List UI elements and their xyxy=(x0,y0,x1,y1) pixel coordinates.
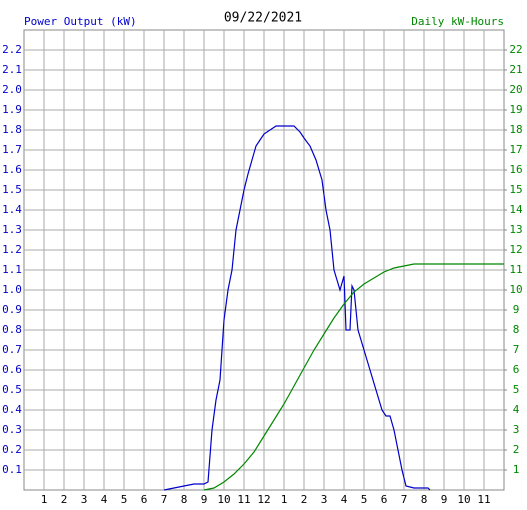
y2-tick-label: 16 xyxy=(509,163,522,176)
x-tick-label: 9 xyxy=(201,493,208,506)
x-tick-label: 6 xyxy=(381,493,388,506)
y2-tick-label: 19 xyxy=(509,103,522,116)
chart-title: 09/22/2021 xyxy=(224,11,302,26)
y2-tick-label: 6 xyxy=(513,363,520,376)
x-tick-label: 6 xyxy=(141,493,148,506)
x-tick-label: 8 xyxy=(421,493,428,506)
y-tick-label: 1.2 xyxy=(2,243,22,256)
y2-tick-label: 22 xyxy=(509,43,522,56)
y2-tick-label: 18 xyxy=(509,123,522,136)
y-tick-label: 0.4 xyxy=(2,403,22,416)
x-tick-label: 1 xyxy=(281,493,288,506)
x-tick-label: 2 xyxy=(61,493,68,506)
y2-tick-label: 14 xyxy=(509,203,523,216)
y-tick-label: 0.2 xyxy=(2,443,22,456)
y-tick-label: 1.3 xyxy=(2,223,22,236)
y2-tick-label: 8 xyxy=(513,323,520,336)
y2-tick-label: 9 xyxy=(513,303,520,316)
y-tick-label: 1.4 xyxy=(2,203,22,216)
x-tick-label: 4 xyxy=(101,493,108,506)
x-tick-label: 11 xyxy=(237,493,250,506)
y2-tick-label: 17 xyxy=(509,143,522,156)
y-tick-label: 1.5 xyxy=(2,183,22,196)
y-tick-label: 1.8 xyxy=(2,123,22,136)
y-tick-label: 0.9 xyxy=(2,303,22,316)
y2-tick-label: 13 xyxy=(509,223,522,236)
x-tick-label: 9 xyxy=(441,493,448,506)
y2-tick-label: 7 xyxy=(513,343,520,356)
y-tick-label: 1.6 xyxy=(2,163,22,176)
y-tick-label: 2.1 xyxy=(2,63,22,76)
right-axis-label: Daily kW-Hours xyxy=(411,15,504,28)
y-tick-label: 0.1 xyxy=(2,463,22,476)
x-tick-label: 8 xyxy=(181,493,188,506)
y-tick-label: 0.8 xyxy=(2,323,22,336)
x-tick-label: 10 xyxy=(217,493,230,506)
x-tick-label: 11 xyxy=(477,493,490,506)
x-tick-label: 2 xyxy=(301,493,308,506)
x-tick-label: 10 xyxy=(457,493,470,506)
y2-tick-label: 11 xyxy=(509,263,522,276)
y-tick-label: 0.7 xyxy=(2,343,22,356)
y-tick-label: 1.9 xyxy=(2,103,22,116)
y2-tick-label: 10 xyxy=(509,283,522,296)
x-tick-label: 7 xyxy=(161,493,168,506)
y-tick-label: 1.1 xyxy=(2,263,22,276)
y2-tick-label: 21 xyxy=(509,63,522,76)
x-tick-label: 3 xyxy=(81,493,88,506)
y2-tick-label: 5 xyxy=(513,383,520,396)
y-tick-label: 2.0 xyxy=(2,83,22,96)
y-tick-label: 1.0 xyxy=(2,283,22,296)
series-line xyxy=(203,263,504,491)
y2-tick-label: 15 xyxy=(509,183,522,196)
series-line xyxy=(163,125,431,491)
x-tick-label: 1 xyxy=(41,493,48,506)
y2-tick-label: 1 xyxy=(513,463,520,476)
x-tick-label: 5 xyxy=(121,493,128,506)
y2-tick-label: 12 xyxy=(509,243,522,256)
y-tick-label: 0.6 xyxy=(2,363,22,376)
y-tick-label: 2.2 xyxy=(2,43,22,56)
y2-tick-label: 2 xyxy=(513,443,520,456)
x-tick-label: 5 xyxy=(361,493,368,506)
x-tick-label: 3 xyxy=(321,493,328,506)
y2-tick-label: 4 xyxy=(513,403,520,416)
y2-tick-label: 3 xyxy=(513,423,520,436)
x-tick-label: 4 xyxy=(341,493,348,506)
y-tick-label: 0.3 xyxy=(2,423,22,436)
y-tick-label: 1.7 xyxy=(2,143,22,156)
y2-tick-label: 20 xyxy=(509,83,522,96)
y-tick-label: 0.5 xyxy=(2,383,22,396)
x-tick-label: 12 xyxy=(257,493,270,506)
left-axis-label: Power Output (kW) xyxy=(24,15,137,28)
x-tick-label: 7 xyxy=(401,493,408,506)
